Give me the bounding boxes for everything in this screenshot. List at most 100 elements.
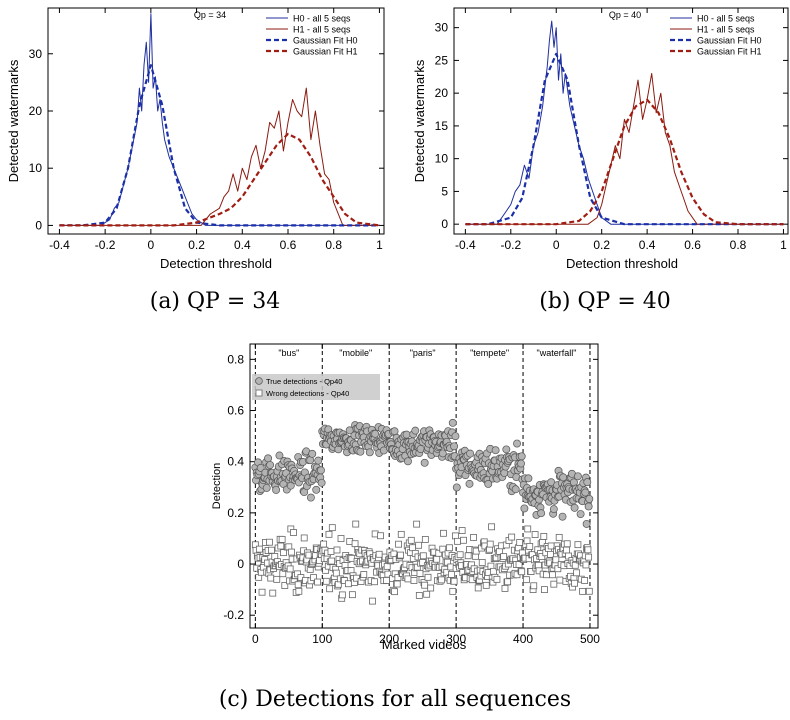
c-true-detection-point bbox=[312, 485, 321, 494]
chart-c: 0 100 200 300 400 500-0.200.20.40.60.8 "bus" "… bbox=[211, 343, 600, 712]
c-wrong-detection-point bbox=[278, 535, 286, 543]
c-wrong-detection-point bbox=[522, 576, 530, 584]
c-wrong-detection-point bbox=[581, 577, 589, 584]
c-true-detection-point bbox=[403, 457, 412, 466]
c-wrong-detection-point bbox=[394, 574, 402, 581]
b-ytick-label: 30 bbox=[435, 21, 449, 35]
c-wrong-detection-point bbox=[327, 548, 335, 555]
c-wrong-detection-point bbox=[320, 540, 328, 548]
c-true-detection-point bbox=[559, 473, 568, 482]
c-wrong-detection-point bbox=[377, 532, 384, 540]
c-wrong-detection-point bbox=[295, 587, 303, 595]
c-legend-label-0: True detections - Qp40 bbox=[266, 377, 342, 386]
c-wrong-detection-point bbox=[437, 576, 445, 584]
c-wrong-detection-point bbox=[391, 588, 398, 596]
c-segment-label: "waterfall" bbox=[537, 348, 577, 358]
b-ytick-label: 5 bbox=[441, 184, 448, 198]
c-ylabel: Detection bbox=[211, 463, 223, 509]
c-wrong-detection-point bbox=[258, 588, 266, 596]
b-series-group bbox=[465, 20, 784, 226]
c-wrong-detection-point bbox=[530, 582, 538, 590]
a-xtick-label: 1 bbox=[376, 238, 383, 252]
c-wrong-detection-point bbox=[351, 540, 359, 548]
a-xtick-label: 0.8 bbox=[325, 238, 342, 252]
c-wrong-detection-point bbox=[314, 578, 321, 586]
c-wrong-detection-point bbox=[538, 553, 546, 560]
a-xlabel: Detection threshold bbox=[160, 256, 272, 271]
c-true-detection-point bbox=[316, 466, 325, 475]
c-wrong-detection-point bbox=[563, 546, 570, 554]
c-wrong-detection-point bbox=[325, 530, 333, 538]
c-wrong-detection-point bbox=[280, 549, 287, 557]
c-wrong-detection-point bbox=[550, 580, 558, 588]
b-caption: (b) QP = 40 bbox=[539, 289, 671, 314]
c-wrong-detection-point bbox=[255, 545, 263, 553]
a-legend-label-2: Gaussian Fit H0 bbox=[293, 36, 358, 46]
c-wrong-detection-point bbox=[413, 520, 421, 528]
c-true-detection-point bbox=[314, 456, 323, 465]
c-true-detection-point bbox=[450, 442, 459, 451]
c-true-detection-point bbox=[448, 418, 457, 427]
c-wrong-detection-point bbox=[552, 556, 560, 564]
c-xtick-label: 300 bbox=[446, 632, 466, 646]
c-wrong-detection-point bbox=[508, 533, 516, 541]
c-wrong-detection-point bbox=[369, 597, 376, 605]
c-wrong-detection-point bbox=[383, 577, 390, 584]
c-wrong-detection-point bbox=[384, 570, 392, 578]
c-true-detection-point bbox=[306, 493, 315, 502]
c-wrong-detection-point bbox=[348, 591, 356, 599]
c-wrong-detection-point bbox=[423, 590, 431, 598]
c-wrong-detection-point bbox=[294, 581, 302, 589]
a-series-0-line bbox=[59, 13, 380, 226]
c-wrong-detection-point bbox=[493, 575, 501, 583]
c-wrong-detection-point bbox=[397, 530, 405, 538]
c-wrong-detection-point bbox=[470, 534, 477, 541]
c-wrong-detection-point bbox=[407, 536, 415, 544]
c-true-detection-point bbox=[420, 458, 429, 467]
c-wrong-detection-point bbox=[310, 574, 317, 582]
b-xtick-label: 0.8 bbox=[730, 238, 747, 252]
a-series-group bbox=[59, 13, 380, 227]
c-wrong-detection-point bbox=[535, 561, 542, 569]
a-xtick-label: 0.6 bbox=[280, 238, 297, 252]
c-wrong-detection-point bbox=[268, 546, 275, 554]
c-true-detection-point bbox=[570, 503, 579, 512]
c-true-detection-point bbox=[256, 463, 265, 472]
c-wrong-detection-point bbox=[393, 580, 401, 588]
c-wrong-detection-point bbox=[523, 537, 531, 545]
a-caption: (a) QP = 34 bbox=[150, 289, 281, 314]
c-true-detection-point bbox=[491, 446, 500, 455]
c-wrong-detection-point bbox=[415, 541, 423, 549]
b-xtick-label: 0.4 bbox=[639, 238, 656, 252]
c-true-detection-point bbox=[438, 449, 447, 458]
a-ylabel: Detected watermarks bbox=[6, 59, 21, 182]
c-wrong-detection-point bbox=[322, 577, 330, 585]
c-true-detection-point bbox=[317, 478, 326, 487]
c-true-detection-point bbox=[549, 505, 558, 514]
c-true-detection-point bbox=[517, 459, 525, 468]
a-xtick-label: 0 bbox=[148, 238, 155, 252]
c-segment-label: "paris" bbox=[410, 348, 436, 358]
c-ytick-label: -0.2 bbox=[223, 608, 244, 622]
plot-b-frame bbox=[453, 7, 789, 235]
c-wrong-detection-point bbox=[518, 568, 526, 576]
c-wrong-detection-point bbox=[328, 557, 336, 565]
b-title: Qp = 40 bbox=[609, 10, 641, 20]
c-ytick-label: 0.6 bbox=[227, 404, 244, 418]
c-true-detection-point bbox=[266, 460, 275, 469]
c-wrong-detection-point bbox=[582, 561, 590, 569]
c-wrong-detection-point bbox=[286, 565, 294, 573]
c-true-detection-point bbox=[402, 430, 411, 439]
b-ylabel: Detected watermarks bbox=[412, 59, 427, 182]
c-true-detection-point bbox=[275, 451, 284, 460]
c-wrong-detection-point bbox=[383, 562, 391, 570]
c-wrong-detection-point bbox=[326, 585, 334, 593]
b-xtick-label: 0 bbox=[553, 238, 560, 252]
c-wrong-detection-point bbox=[450, 577, 458, 585]
b-ytick-label: 20 bbox=[435, 86, 449, 100]
c-wrong-detection-point bbox=[328, 524, 336, 532]
b-xtick-label: 0.2 bbox=[593, 238, 610, 252]
